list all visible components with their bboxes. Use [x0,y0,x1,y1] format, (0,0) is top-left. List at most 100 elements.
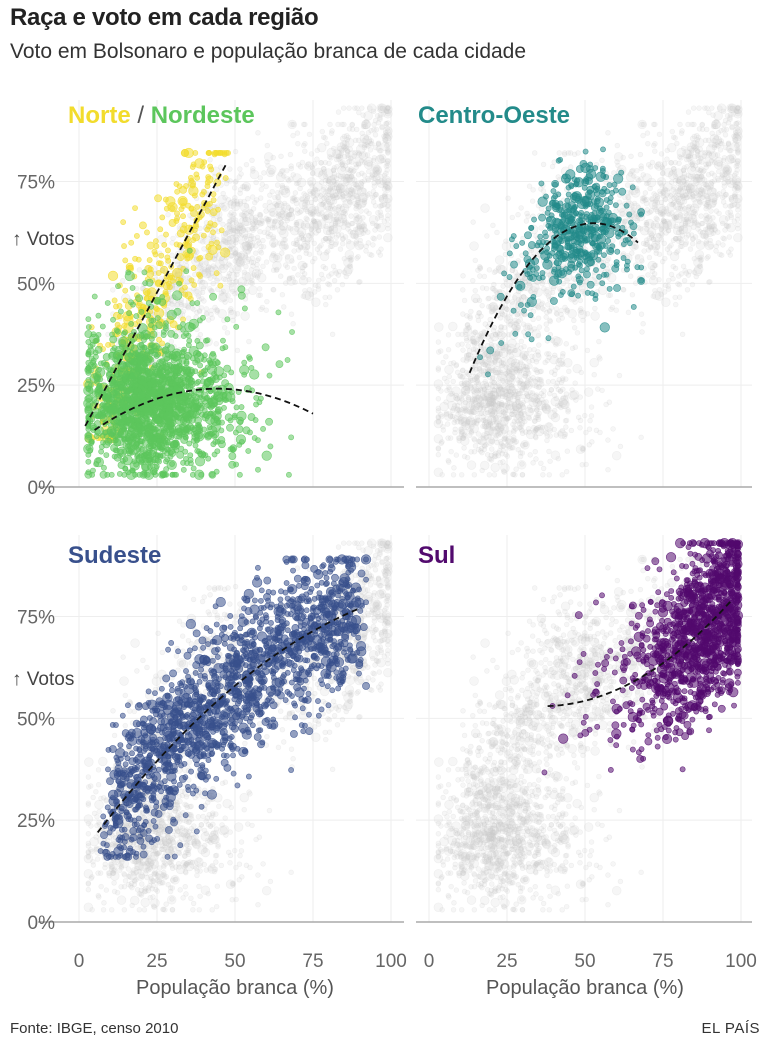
background-point [537,400,543,406]
data-point [183,411,191,420]
panel-2: Centro-Oeste [416,100,752,488]
background-point [451,465,457,471]
background-point [478,445,485,452]
data-point [284,357,291,363]
background-point [501,469,508,475]
background-point [326,282,333,288]
background-point [448,321,458,332]
data-point [247,413,256,421]
data-point [210,229,216,236]
data-point [142,406,153,418]
background-point [256,240,262,246]
background-point [466,460,477,470]
background-point [257,221,264,227]
page-title: Raça e voto em cada região [10,4,319,31]
background-point [588,404,595,410]
data-point [186,428,193,435]
data-point [146,241,155,250]
background-point [229,233,240,243]
data-point [253,401,259,408]
background-point [255,238,261,244]
data-point [217,282,224,289]
background-point [214,186,220,193]
data-point [204,207,211,214]
background-point [242,244,252,254]
background-point [385,128,391,134]
data-point [238,404,245,410]
background-point [440,427,447,433]
background-point [233,236,240,243]
background-point [201,269,207,275]
background-point [243,161,250,168]
data-point [88,440,95,447]
background-point [480,203,490,213]
background-point [358,243,364,250]
background-point [272,219,278,225]
background-point [533,359,540,365]
background-point [468,430,475,436]
background-point [331,165,337,171]
background-point [297,164,304,170]
background-point [232,195,238,201]
background-point [383,163,389,169]
background-point [249,194,256,200]
background-point [268,253,279,263]
background-point [229,220,235,226]
background-point [360,201,366,208]
background-point [494,229,500,236]
background-point [316,244,323,250]
background-point [359,105,365,111]
data-point [99,414,108,423]
background-point [494,255,505,265]
data-point [110,316,116,323]
data-point [124,354,131,361]
background-point [351,181,357,187]
data-point [85,458,92,465]
background-point [258,195,264,201]
background-point [440,359,446,366]
background-point [540,472,546,478]
data-point [247,355,253,362]
background-point [280,184,286,191]
background-point [310,190,316,196]
data-point [286,471,292,478]
background-point [279,250,285,256]
data-point [189,300,196,307]
background-point [461,445,467,451]
data-point [289,329,295,335]
background-point [251,235,257,242]
data-point [151,248,158,255]
background-point [495,393,502,399]
background-point [235,201,241,208]
background-point [515,447,521,453]
background-point [207,275,214,281]
background-point [236,224,247,234]
data-point [121,471,128,478]
background-point [282,262,289,268]
data-point [133,388,139,395]
background-point [292,279,298,286]
data-point [141,463,150,472]
data-point [115,283,121,290]
background-point [341,256,348,262]
background-point [303,197,310,203]
data-point [126,448,132,455]
background-point [220,190,226,197]
data-point [95,331,102,338]
background-point [257,292,263,298]
background-point [532,150,538,156]
data-point [135,294,143,303]
background-point [234,271,240,278]
data-point [194,448,201,454]
data-point [165,439,172,446]
data-point [137,352,144,359]
data-point [180,466,187,473]
data-point [233,404,240,411]
data-point [85,451,92,458]
data-point [224,316,231,323]
data-point [206,364,218,375]
background-point [223,180,230,187]
data-point [105,341,111,348]
background-point [522,418,528,425]
data-point [196,422,202,429]
